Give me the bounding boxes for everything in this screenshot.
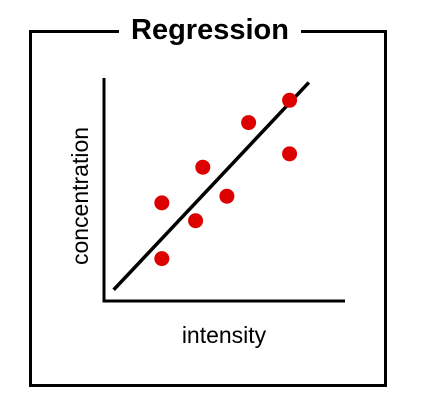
data-point-4 bbox=[195, 159, 211, 175]
data-point-6 bbox=[241, 115, 257, 131]
data-point-7 bbox=[282, 146, 298, 162]
y-axis-label: concentration bbox=[67, 127, 93, 265]
x-axis-label: intensity bbox=[182, 322, 267, 348]
data-points bbox=[154, 92, 298, 267]
data-point-8 bbox=[282, 92, 298, 108]
data-point-5 bbox=[219, 188, 235, 204]
data-point-1 bbox=[154, 251, 170, 267]
regression-line bbox=[112, 81, 311, 292]
data-point-3 bbox=[188, 213, 204, 229]
data-point-2 bbox=[154, 195, 170, 211]
